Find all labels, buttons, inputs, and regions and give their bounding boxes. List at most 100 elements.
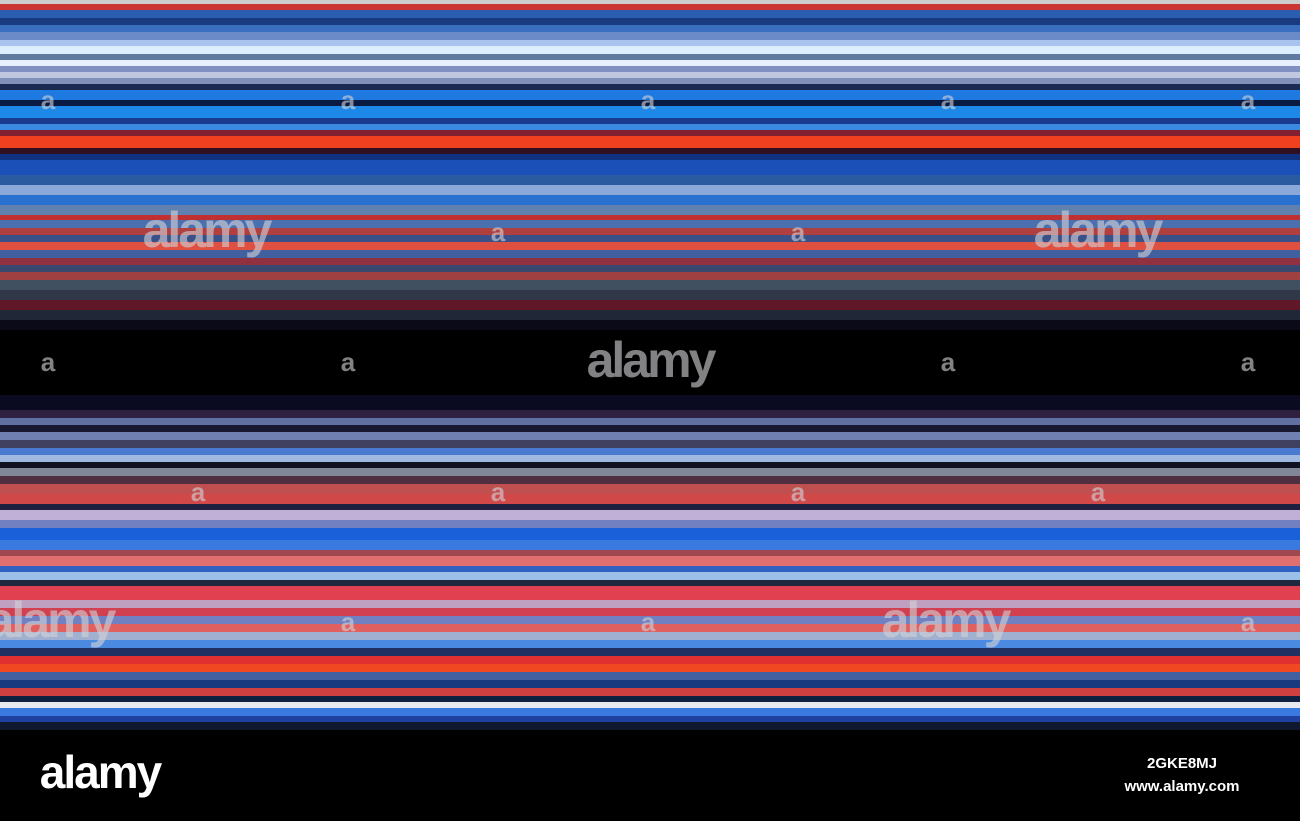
watermark-mark: a — [491, 217, 506, 247]
stripe — [0, 235, 1300, 242]
stripe — [0, 84, 1300, 90]
stripe — [0, 468, 1300, 476]
stripes — [0, 0, 1300, 730]
stripe — [0, 540, 1300, 550]
stripe — [0, 476, 1300, 484]
footer-logo: alamy — [40, 746, 163, 798]
stripe — [0, 280, 1300, 290]
stripe — [0, 130, 1300, 136]
stripe — [0, 608, 1300, 616]
stripe — [0, 688, 1300, 696]
stripe — [0, 520, 1300, 528]
stripe — [0, 440, 1300, 448]
stripe — [0, 54, 1300, 60]
stripe — [0, 78, 1300, 84]
image-id: 2GKE8MJ — [1147, 755, 1217, 772]
stripe — [0, 494, 1300, 504]
watermark-logo: alamy — [1034, 202, 1164, 258]
stripe — [0, 432, 1300, 440]
watermark-logo: alamy — [587, 332, 717, 388]
stripe — [0, 148, 1300, 154]
stripe — [0, 580, 1300, 586]
stripe — [0, 290, 1300, 300]
stripe — [0, 258, 1300, 265]
watermark-mark: a — [41, 85, 56, 115]
stripe — [0, 722, 1300, 730]
stripe — [0, 504, 1300, 510]
stripe — [0, 556, 1300, 566]
stripe — [0, 300, 1300, 310]
stripe — [0, 90, 1300, 100]
stripe — [0, 228, 1300, 235]
stripe — [0, 600, 1300, 608]
watermark-mark: a — [791, 217, 806, 247]
watermark-mark: a — [1241, 347, 1256, 377]
stripe — [0, 265, 1300, 272]
stripe — [0, 640, 1300, 648]
stripe — [0, 205, 1300, 215]
stripe — [0, 4, 1300, 10]
stripe — [0, 648, 1300, 656]
stripe — [0, 106, 1300, 118]
stripe — [0, 136, 1300, 148]
watermarks: alamy alamy alamy alamy alamy a a a a a a a a a a a a a a a… — [0, 85, 1256, 648]
watermark-mark: a — [341, 347, 356, 377]
site-url: www.alamy.com — [1123, 778, 1239, 795]
watermark-mark: a — [791, 477, 806, 507]
stripe — [0, 60, 1300, 66]
watermark-logo: alamy — [0, 592, 117, 648]
stripe — [0, 320, 1300, 330]
stripe — [0, 25, 1300, 32]
stripe — [0, 510, 1300, 520]
stripe — [0, 18, 1300, 25]
stripe — [0, 40, 1300, 46]
stripe — [0, 425, 1300, 432]
stripe — [0, 124, 1300, 130]
stripe — [0, 572, 1300, 580]
watermark-mark: a — [41, 347, 56, 377]
watermark-mark: a — [941, 347, 956, 377]
stripe — [0, 462, 1300, 468]
watermark-mark: a — [641, 607, 656, 637]
stripe — [0, 616, 1300, 624]
stripe — [0, 528, 1300, 540]
stripe — [0, 118, 1300, 124]
stripe — [0, 250, 1300, 258]
stripe — [0, 672, 1300, 680]
stripe — [0, 272, 1300, 280]
stripe — [0, 656, 1300, 664]
watermark-mark: a — [491, 477, 506, 507]
stripe — [0, 10, 1300, 18]
stripe — [0, 242, 1300, 250]
stripe — [0, 46, 1300, 54]
stripe — [0, 395, 1300, 410]
stripe — [0, 664, 1300, 672]
stripe — [0, 702, 1300, 708]
stripe — [0, 696, 1300, 702]
watermark-logo: alamy — [882, 592, 1012, 648]
stripe — [0, 455, 1300, 462]
stripe — [0, 32, 1300, 40]
stripe — [0, 448, 1300, 455]
stripe — [0, 550, 1300, 556]
stripe — [0, 566, 1300, 572]
stripe — [0, 586, 1300, 600]
watermark-mark: a — [1091, 477, 1106, 507]
stripe — [0, 624, 1300, 632]
stripe — [0, 72, 1300, 78]
stripe — [0, 632, 1300, 640]
stripe — [0, 215, 1300, 220]
stripe — [0, 310, 1300, 320]
stripe — [0, 175, 1300, 185]
stripe — [0, 418, 1300, 425]
stripe — [0, 185, 1300, 195]
watermark-logo: alamy — [143, 202, 273, 258]
watermark-mark: a — [941, 85, 956, 115]
watermark-mark: a — [191, 477, 206, 507]
watermark-mark: a — [1241, 85, 1256, 115]
stripe — [0, 100, 1300, 106]
watermark-mark: a — [341, 607, 356, 637]
stripe — [0, 708, 1300, 716]
